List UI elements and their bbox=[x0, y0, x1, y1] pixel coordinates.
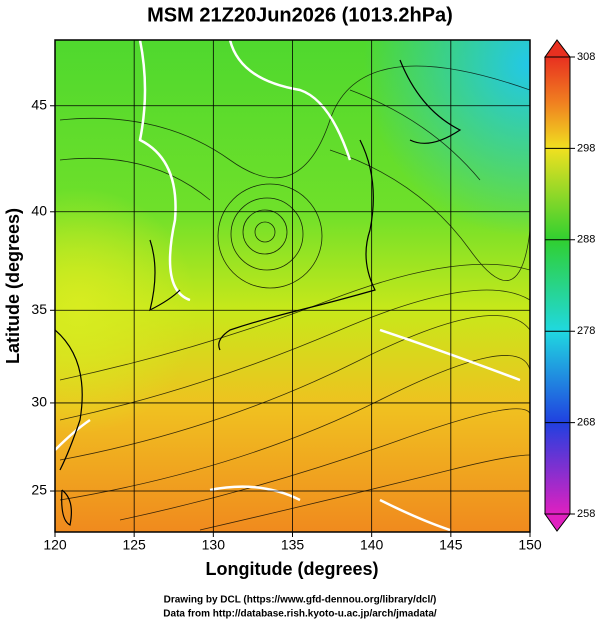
colorbar-tick-label: 258 bbox=[577, 508, 595, 520]
y-axis-label: Latitude (degrees) bbox=[3, 208, 23, 364]
credit: Drawing by DCL (https://www.gfd-dennou.o… bbox=[164, 595, 437, 606]
streamlines bbox=[59, 65, 530, 531]
x-tick-label: 150 bbox=[518, 537, 542, 553]
isobars bbox=[55, 40, 521, 532]
x-tick-label: 135 bbox=[281, 537, 305, 553]
cyclone bbox=[217, 183, 323, 289]
colorbar bbox=[544, 39, 572, 532]
colorbar-scale bbox=[544, 56, 571, 515]
x-tick-label: 130 bbox=[202, 537, 226, 553]
x-tick-label: 145 bbox=[439, 537, 463, 553]
title: MSM 21Z20Jun2026 (1013.2hPa) bbox=[147, 4, 453, 26]
y-tick-label: 35 bbox=[31, 301, 47, 317]
colorbar-bottom-arrow bbox=[544, 513, 572, 532]
y-tick-label: 45 bbox=[31, 96, 47, 112]
y-tick-label: 25 bbox=[31, 482, 47, 498]
x-tick-label: 140 bbox=[360, 537, 384, 553]
colorbar-tick-label: 278 bbox=[577, 325, 595, 337]
field bbox=[55, 40, 530, 532]
y-tick-label: 30 bbox=[31, 394, 47, 410]
x-tick-label: 125 bbox=[122, 537, 146, 553]
credit: Data from http://database.rish.kyoto-u.a… bbox=[163, 609, 437, 620]
y-tick-label: 40 bbox=[31, 202, 47, 218]
x-tick-label: 120 bbox=[43, 537, 67, 553]
colorbar-tick-label: 268 bbox=[577, 417, 595, 429]
colorbar-tick-label: 308 bbox=[577, 51, 595, 63]
colorbar-top-arrow bbox=[544, 39, 572, 58]
colorbar-tick-label: 288 bbox=[577, 234, 595, 246]
colorbar-tick-label: 298 bbox=[577, 142, 595, 154]
x-axis-label: Longitude (degrees) bbox=[205, 559, 378, 579]
